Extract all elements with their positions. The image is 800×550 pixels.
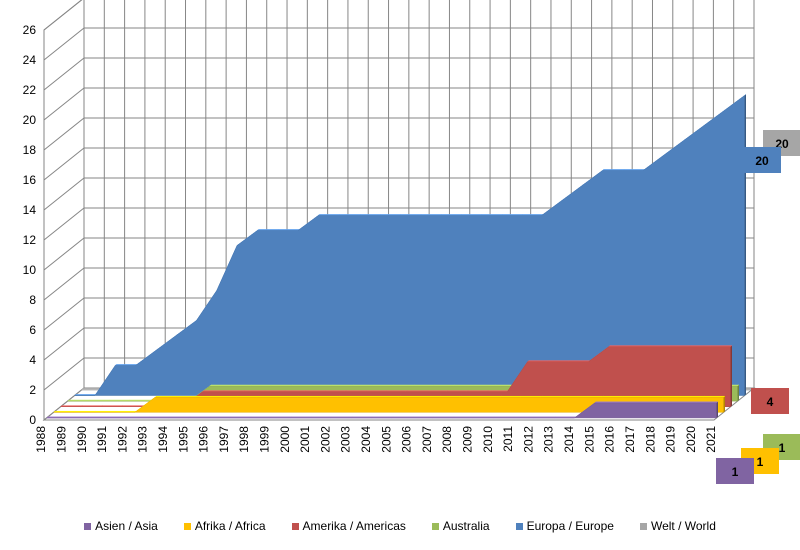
legend-label: Europa / Europe [526,519,614,533]
x-tick-label: 1999 [258,426,272,453]
y-tick-label: 20 [23,113,37,127]
y-tick-label: 4 [29,353,36,367]
legend: Asien / Asia Afrika / Africa Amerika / Ame… [0,512,800,540]
series-afrika-africa [52,395,726,413]
y-tick-label: 24 [23,53,37,67]
y-tick-label: 14 [23,203,37,217]
x-tick-label: 2001 [298,426,312,453]
series-end-face [744,94,746,396]
x-tick-label: 2002 [318,426,332,453]
y-tick-label: 16 [23,173,37,187]
legend-label: Welt / World [650,519,716,533]
legend-swatch [515,522,523,530]
data-label-value: 1 [757,455,764,469]
x-tick-label: 2006 [400,426,414,453]
series-end-face [723,396,725,413]
data-label-value: 1 [732,465,739,479]
y-tick-label: 18 [23,143,37,157]
series-asien-asia [45,401,719,419]
legend-item: Amerika / Americas [291,519,406,533]
data-label-box [716,458,754,484]
x-tick-label: 2003 [339,426,353,453]
data-label-value: 20 [755,154,769,168]
x-tick-label: 2007 [420,426,434,453]
y-tick-label: 0 [29,413,36,427]
legend-swatch [639,522,647,530]
series-end-face [730,345,732,407]
x-tick-label: 2014 [562,426,576,453]
legend-item: Asien / Asia [84,519,158,533]
x-tick-label: 1993 [136,426,150,453]
data-label-amerika-americas: 4 [751,388,789,414]
x-tick-label: 2009 [461,426,475,453]
data-label-europa-europe: 20 [743,147,781,173]
x-tick-label: 1997 [217,426,231,453]
x-tick-label: 2020 [684,426,698,453]
x-axis-ticks: 1988 1989 1990 1991 1992 1993 1994 1995 1996 1997… [34,426,718,453]
legend-item: Afrika / Africa [183,519,266,533]
legend-swatch [183,522,191,530]
y-tick-label: 22 [23,83,37,97]
x-tick-label: 2021 [704,426,718,453]
y-tick-label: 26 [23,23,37,37]
series-europa-europe [73,94,747,396]
legend-swatch [431,522,439,530]
series-area [53,397,724,413]
x-tick-label: 1991 [95,426,109,453]
x-tick-label: 2016 [603,426,617,453]
x-tick-label: 2013 [542,426,556,453]
legend-label: Afrika / Africa [194,519,266,533]
x-tick-label: 2018 [643,426,657,453]
x-tick-label: 2000 [278,426,292,453]
data-label-box [743,147,781,173]
x-tick-label: 1998 [237,426,251,453]
x-tick-label: 1996 [197,426,211,453]
data-label-box [751,388,789,414]
legend-label: Asien / Asia [95,519,158,533]
x-tick-label: 1989 [54,426,68,453]
gridline-horizontal [43,0,83,31]
x-tick-label: 2004 [359,426,373,453]
data-label-value: 1 [779,441,786,455]
series-amerika-americas [59,345,733,407]
legend-item: Australia [431,519,490,533]
x-tick-label: 2017 [623,426,637,453]
series-end-face [737,385,739,402]
y-tick-label: 12 [23,233,37,247]
y-tick-label: 10 [23,263,37,277]
x-tick-label: 2011 [501,426,515,452]
legend-item: Welt / World [639,519,716,533]
data-label-value: 4 [767,395,774,409]
x-tick-label: 2012 [521,426,535,453]
x-tick-label: 1988 [34,426,48,453]
legend-label: Amerika / Americas [302,519,406,533]
series-end-face [716,401,718,418]
x-tick-label: 2019 [664,426,678,453]
x-tick-label: 1992 [115,426,129,453]
x-tick-label: 1994 [156,426,170,453]
x-tick-label: 1995 [176,426,190,453]
y-tick-label: 8 [29,293,36,307]
series-area [46,402,717,419]
x-tick-label: 2005 [379,426,393,453]
legend-label: Australia [442,519,490,533]
x-tick-label: 2015 [582,426,596,453]
legend-swatch [84,522,92,530]
x-tick-label: 2008 [440,426,454,453]
y-tick-label: 6 [29,323,36,337]
series-layer [45,94,754,419]
legend-swatch [291,522,299,530]
x-tick-label: 1990 [75,426,89,453]
data-label-asien-asia: 1 [716,458,754,484]
x-tick-label: 2010 [481,426,495,453]
legend-item: Europa / Europe [515,519,614,533]
series-area [74,95,745,396]
y-tick-label: 2 [29,383,36,397]
